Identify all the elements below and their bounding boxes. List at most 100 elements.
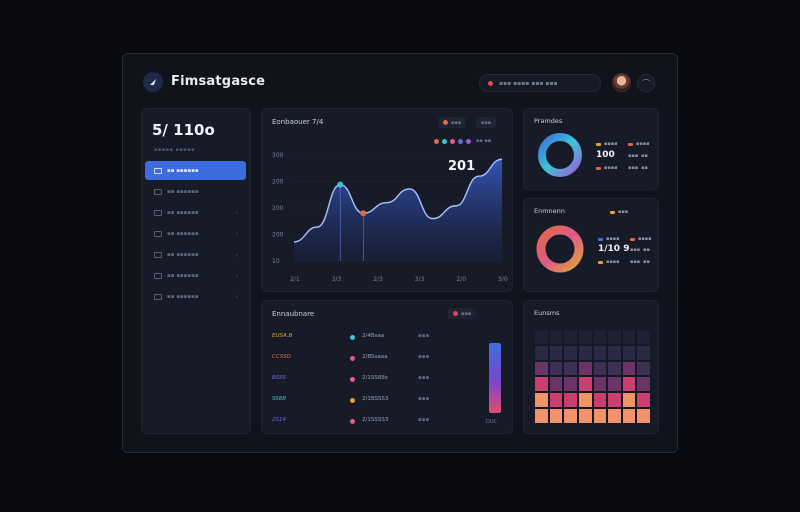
menu-icon (154, 230, 162, 237)
table-card: Ennaubnare ▪▪▪ EUSA.B 2/4Bsaa ▪▪▪ CCSSD 2/BS… (261, 300, 513, 434)
legend-swatch (596, 166, 601, 170)
row-name: EUSA.B (272, 333, 293, 339)
status-dot-icon (350, 335, 355, 340)
donut-a-legend-2: ▪▪▪▪ (628, 141, 650, 147)
menu-icon (154, 272, 162, 279)
heatmap-cell (592, 376, 608, 393)
heatmap-cell (548, 344, 564, 361)
stat-value: ▪▪ (641, 153, 648, 159)
donut-card-a: Pramdes ▪▪▪▪ ▪▪▪▪ 100 ▪▪▪ ▪▪ ▪▪▪▪ (523, 108, 659, 190)
heatmap-cell (621, 376, 637, 393)
sidebar-item-4[interactable]: ▪▪ ▪▪▪▪▪▪ › (145, 245, 246, 264)
badge-label: ▪▪▪ (618, 209, 629, 215)
toggle-dot-icon (443, 120, 448, 125)
data-point-marker[interactable] (337, 181, 344, 188)
heatmap-cell (577, 392, 593, 409)
donut-b-title: Enmnenn (534, 207, 565, 215)
sidebar-item-label: ▪▪ ▪▪▪▪▪▪ (167, 272, 199, 279)
heatmap-cell (607, 360, 622, 377)
chart-toggle-a[interactable]: ▪▪▪ (438, 117, 467, 128)
row-value: 2/1SS88s (362, 375, 388, 381)
donut-b-stat-1: ▪▪▪ ▪▪ (630, 247, 650, 253)
heatmap-cell (534, 408, 549, 424)
legend-label: ▪▪▪▪ (604, 165, 618, 171)
legend-label: ▪▪ ▪▪ (476, 138, 492, 144)
brand-name: Fimsatgasce (171, 74, 266, 89)
donut-a-stat-2: ▪▪▪ ▪▪ (628, 165, 648, 171)
sidebar-item-label: ▪▪ ▪▪▪▪▪▪ (167, 293, 199, 300)
heatmap-cell (563, 376, 578, 393)
sidebar-item-6[interactable]: ▪▪ ▪▪▪▪▪▪ › (145, 287, 246, 306)
table-toggle[interactable]: ▪▪▪ (448, 308, 477, 319)
legend-label: ▪▪▪▪ (604, 141, 618, 147)
brand-logo[interactable] (143, 72, 163, 92)
heatmap-cell (621, 392, 637, 409)
status-dot-icon (488, 80, 493, 86)
data-point-marker[interactable] (360, 210, 367, 217)
heatmap-cell (592, 408, 608, 424)
row-value: 2/BSsaaa (362, 354, 388, 360)
table-row[interactable]: SS8B 2/1BSSS3 ▪▪▪ (262, 394, 472, 408)
table-row[interactable]: 2S14 2/1SSSS3 ▪▪▪ (262, 415, 472, 429)
x-tick-label: 2/3 (373, 276, 383, 283)
area-chart: 300 200 200 200 10 2/1 3/3 2/3 3/3 2/0 3/0 (272, 152, 508, 283)
heatmap-cell (636, 392, 651, 409)
sidebar-item-0[interactable]: ▪▪ ▪▪▪▪▪▪ (145, 161, 246, 180)
series-line (293, 158, 503, 243)
table-row[interactable]: EUSA.B 2/4Bsaa ▪▪▪ (262, 331, 472, 345)
donut-b-badge[interactable]: ▪▪▪ (610, 209, 628, 215)
heatmap-card: Eunsms (523, 300, 659, 434)
sidebar-item-label: ▪▪ ▪▪▪▪▪▪ (167, 167, 199, 174)
ellipsis-icon: ⌒ (642, 78, 650, 88)
row-value: 2/1SSSS3 (362, 417, 389, 423)
main-chart-title: Eonbaouer 7/4 (272, 118, 324, 126)
legend-swatch (628, 142, 633, 146)
row-name: SS8B (272, 396, 287, 402)
donut-b-legend-3: ▪▪▪▪ (598, 259, 620, 265)
heatmap-cell (534, 392, 549, 409)
dashboard-window: Fimsatgasce ▪▪▪ ▪▪▪▪ ▪▪▪ ▪▪▪ ⌒ 5/ 110o ▪… (122, 53, 678, 453)
search-bar[interactable]: ▪▪▪ ▪▪▪▪ ▪▪▪ ▪▪▪ (479, 74, 601, 92)
donut-b-legend-1: ▪▪▪▪ (598, 236, 620, 242)
row-extra: ▪▪▪ (418, 417, 430, 423)
more-options-button[interactable]: ⌒ (637, 74, 655, 92)
sidebar-item-2[interactable]: ▪▪ ▪▪▪▪▪▪ › (145, 203, 246, 222)
x-tick-label: 3/3 (332, 276, 342, 283)
sidebar-item-label: ▪▪ ▪▪▪▪▪▪ (167, 251, 199, 258)
donut-a-legend-3: ▪▪▪▪ (596, 165, 618, 171)
table-row[interactable]: BSSS 2/1SS88s ▪▪▪ (262, 373, 472, 387)
heatmap-cell (548, 329, 564, 345)
heatmap-cell (607, 329, 622, 345)
chart-toggle-b[interactable]: ▪▪▪ (476, 117, 497, 128)
status-dot-icon (350, 356, 355, 361)
chart-legend: ▪▪ ▪▪ (434, 138, 491, 144)
legend-swatch (598, 260, 603, 264)
heatmap-cell (534, 376, 549, 393)
donut-b-stat-2: ▪▪▪ ▪▪ (630, 259, 650, 265)
status-dot-icon (350, 419, 355, 424)
sidebar-item-3[interactable]: ▪▪ ▪▪▪▪▪▪ › (145, 224, 246, 243)
heatmap-cell (636, 329, 651, 345)
sidebar-item-label: ▪▪ ▪▪▪▪▪▪ (167, 188, 199, 195)
chevron-right-icon: › (235, 292, 238, 301)
badge-swatch (610, 210, 615, 214)
heatmap-cell (577, 376, 593, 393)
heatmap-cell (548, 392, 564, 409)
heatmap-cell (621, 360, 637, 377)
legend-dot-icon (466, 138, 471, 144)
heatmap-cell (577, 408, 593, 424)
sidebar-item-5[interactable]: ▪▪ ▪▪▪▪▪▪ › (145, 266, 246, 285)
legend-dot-icon (450, 138, 455, 144)
heatmap-cell (548, 376, 564, 393)
heatmap-cell (621, 344, 637, 361)
sidebar-item-1[interactable]: ▪▪ ▪▪▪▪▪▪ (145, 182, 246, 201)
toggle-dot-icon (453, 311, 458, 316)
heatmap-cell (563, 329, 578, 345)
heatmap-cell (563, 360, 578, 377)
heatmap-cell (592, 360, 608, 377)
row-name: CCSSD (272, 354, 291, 360)
stat-label: ▪▪▪ (628, 165, 639, 171)
avatar[interactable] (612, 73, 631, 92)
table-row[interactable]: CCSSD 2/BSsaaa ▪▪▪ (262, 352, 472, 366)
menu-icon (154, 167, 162, 174)
